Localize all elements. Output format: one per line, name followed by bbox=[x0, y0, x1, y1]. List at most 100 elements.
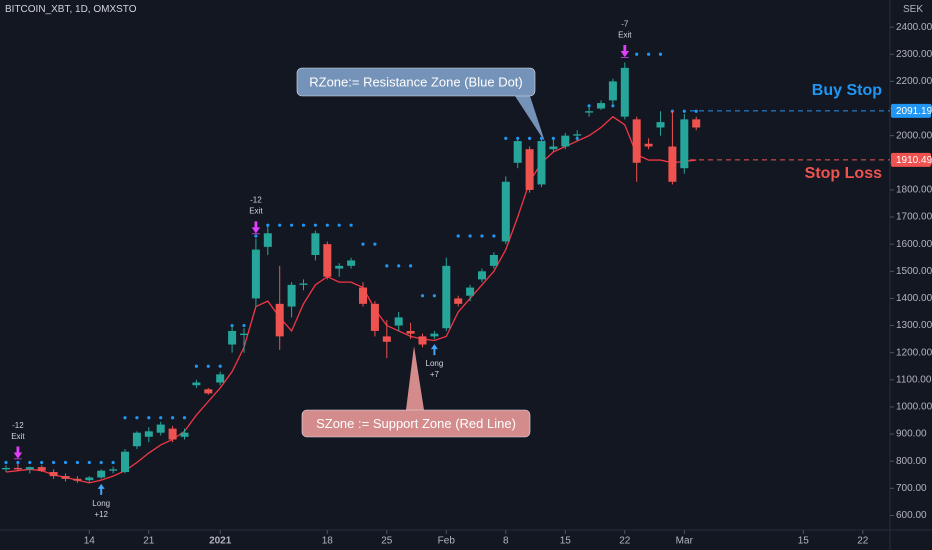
rzone-dot bbox=[432, 294, 436, 298]
candle-body bbox=[180, 432, 189, 437]
callout-pointer bbox=[515, 96, 545, 142]
rzone-dot bbox=[63, 460, 68, 465]
price-line-text: Stop Loss bbox=[805, 165, 882, 182]
candle-body bbox=[192, 382, 201, 386]
rzone-dot bbox=[694, 109, 698, 113]
rzone-dot bbox=[468, 234, 472, 238]
y-tick-label: 700.00 bbox=[896, 483, 927, 494]
signal-text: -12 bbox=[12, 421, 24, 430]
y-tick-label: 600.00 bbox=[896, 510, 927, 521]
rzone-dot bbox=[658, 52, 663, 56]
rzone-dot bbox=[206, 364, 210, 368]
candle-body bbox=[466, 287, 475, 296]
candle-body bbox=[620, 67, 629, 117]
candle-body bbox=[430, 333, 439, 337]
signal-text: Long bbox=[92, 499, 110, 508]
rzone-dot bbox=[409, 264, 413, 268]
candle-body bbox=[121, 451, 129, 473]
exit-arrow bbox=[13, 446, 23, 460]
candle-body bbox=[359, 287, 367, 304]
candle-body bbox=[287, 284, 296, 307]
y-tick-label: 900.00 bbox=[896, 429, 927, 440]
rzone-dot bbox=[504, 136, 508, 140]
candle-body bbox=[573, 134, 582, 136]
rzone-dot bbox=[87, 460, 91, 465]
price-tag: 1910.49 bbox=[896, 155, 932, 166]
y-tick-label: 1200.00 bbox=[896, 347, 932, 358]
y-tick-label: 1500.00 bbox=[896, 266, 932, 277]
rzone-dot bbox=[337, 223, 341, 227]
candle-body bbox=[263, 233, 272, 247]
szone-line bbox=[5, 115, 697, 484]
candle-body bbox=[489, 255, 498, 266]
y-tick-label: 800.00 bbox=[896, 456, 927, 467]
x-tick-label: Feb bbox=[438, 536, 456, 547]
x-tick-label: 8 bbox=[503, 536, 509, 547]
x-tick-label: 15 bbox=[798, 536, 810, 547]
rzone-dot bbox=[218, 364, 222, 368]
rzone-dot bbox=[40, 460, 44, 465]
y-tick-label: 1700.00 bbox=[896, 212, 932, 223]
candle-body bbox=[668, 146, 677, 182]
y-tick-label: 1400.00 bbox=[896, 293, 932, 304]
rzone-dot bbox=[254, 234, 258, 238]
x-tick-label: 25 bbox=[381, 536, 393, 547]
candle-body bbox=[2, 467, 10, 470]
candle-body bbox=[585, 111, 594, 113]
candle-body bbox=[513, 141, 522, 163]
y-tick-label: 2200.00 bbox=[896, 76, 932, 87]
currency: SEK bbox=[903, 4, 923, 15]
callout-box bbox=[301, 409, 531, 438]
rzone-dot bbox=[266, 223, 270, 227]
candle-body bbox=[13, 467, 22, 470]
candle-body bbox=[454, 298, 463, 304]
candle-body bbox=[323, 244, 332, 277]
rzone-dot bbox=[647, 52, 651, 56]
candle-body bbox=[168, 428, 177, 440]
candle-body bbox=[311, 233, 320, 256]
candle-body bbox=[370, 303, 379, 331]
y-tick-label: 2000.00 bbox=[896, 130, 932, 141]
candle-body bbox=[656, 122, 665, 128]
callout-box bbox=[296, 67, 536, 97]
rzone-dot bbox=[99, 460, 103, 465]
price-tag-bg bbox=[891, 152, 931, 167]
rzone-dot bbox=[147, 416, 151, 420]
callout-pointer bbox=[406, 346, 424, 410]
y-tick-label: 2400.00 bbox=[896, 22, 932, 33]
symbol-title: BITCOIN_XBT, 1D, OMXSTO bbox=[5, 4, 137, 15]
x-tick-label: 2021 bbox=[209, 536, 232, 547]
rzone-dot bbox=[361, 242, 365, 246]
candle-body bbox=[561, 135, 570, 147]
rzone-dot bbox=[385, 264, 389, 268]
rzone-dot bbox=[278, 223, 282, 227]
rzone-dot bbox=[52, 460, 56, 465]
candle-body bbox=[478, 271, 486, 280]
exit-arrow bbox=[251, 221, 261, 235]
x-tick-label: 15 bbox=[560, 536, 572, 547]
candle-body bbox=[144, 431, 153, 437]
rzone-dot bbox=[480, 234, 484, 238]
rzone-dot bbox=[242, 323, 246, 328]
y-tick-label: 1300.00 bbox=[896, 320, 932, 331]
rzone-dot bbox=[290, 223, 294, 227]
callout-text: RZone:= Resistance Zone (Blue Dot) bbox=[309, 74, 523, 89]
candle-body bbox=[97, 470, 106, 478]
price-tag-bg bbox=[891, 103, 931, 118]
signal-text: Exit bbox=[618, 30, 632, 39]
candle-body bbox=[418, 336, 427, 345]
candle-body bbox=[382, 336, 391, 342]
long-arrow bbox=[97, 483, 105, 495]
rzone-dot bbox=[28, 460, 32, 465]
rzone-dot bbox=[301, 223, 306, 227]
candle-body bbox=[335, 265, 344, 269]
candle-body bbox=[37, 467, 46, 471]
candle-body bbox=[216, 374, 225, 383]
signal-text: -7 bbox=[621, 19, 629, 28]
rzone-dot bbox=[135, 416, 139, 420]
rzone-dot bbox=[4, 460, 8, 465]
x-tick-label: 21 bbox=[143, 536, 155, 547]
rzone-dot bbox=[682, 109, 686, 113]
rzone-dot bbox=[456, 234, 460, 238]
